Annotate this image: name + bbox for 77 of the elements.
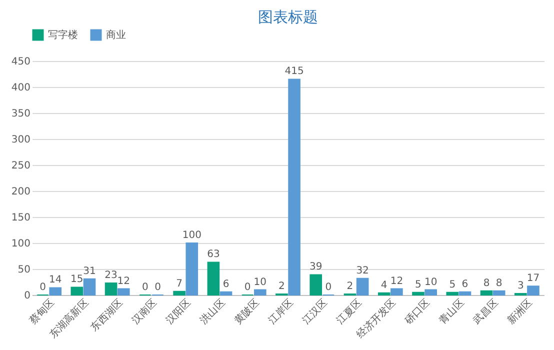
data-label: 31 (83, 266, 96, 277)
data-label: 415 (284, 66, 304, 78)
data-label: 0 (325, 282, 332, 293)
y-tick-label: 150 (11, 212, 30, 224)
y-tick-label: 200 (11, 186, 30, 198)
data-label: 0 (40, 282, 46, 293)
y-tick-label: 100 (11, 238, 30, 250)
data-label: 4 (380, 280, 388, 291)
bar (117, 288, 130, 296)
y-tick-label: 50 (18, 264, 30, 276)
x-tick-label: 汉南区 (130, 296, 160, 326)
data-label: 63 (207, 249, 220, 260)
bar (70, 286, 84, 296)
x-tick-label: 汉阳区 (164, 296, 194, 326)
data-label: 14 (48, 274, 62, 286)
bar (310, 274, 322, 296)
bar (412, 292, 424, 296)
data-label: 5 (415, 279, 422, 290)
x-tick-label: 江岸区 (266, 296, 296, 326)
bar (104, 282, 118, 296)
x-tick-label: 江夏区 (334, 296, 364, 326)
bar (527, 286, 540, 296)
bar (492, 290, 506, 296)
data-label: 6 (462, 278, 468, 290)
x-tick-label: 东西湖区 (88, 296, 126, 334)
y-tick-label: 300 (11, 134, 30, 146)
data-label: 100 (182, 230, 202, 241)
bar (207, 262, 220, 296)
bar (49, 287, 62, 296)
data-label: 15 (70, 274, 84, 286)
bar (390, 288, 403, 296)
data-label: 17 (526, 273, 540, 284)
x-tick-label: 硚口区 (402, 296, 432, 328)
data-label: 5 (449, 279, 456, 290)
chart-title: 图表标题 (258, 8, 318, 26)
data-label: 2 (346, 280, 354, 292)
y-tick-label: 450 (11, 56, 30, 68)
bar (480, 290, 493, 296)
bar (173, 290, 186, 296)
x-tick-label: 新洲区 (505, 296, 535, 326)
bar (458, 291, 472, 296)
x-tick-label: 青山区 (436, 296, 466, 326)
legend-label: 商业 (106, 29, 126, 41)
x-tick-label: 武昌区 (470, 296, 501, 326)
data-label: 10 (254, 276, 267, 288)
data-label: 10 (424, 276, 438, 288)
bar (424, 289, 437, 296)
legend-label: 写字楼 (48, 29, 78, 41)
bar (356, 278, 369, 296)
bar (186, 242, 198, 296)
bar (288, 78, 300, 296)
data-label: 3 (517, 280, 524, 292)
data-label: 2 (278, 280, 285, 292)
data-label: 32 (356, 265, 369, 276)
data-label: 12 (117, 276, 130, 287)
y-tick-label: 0 (24, 290, 30, 302)
data-label: 23 (104, 270, 118, 282)
data-label: 8 (483, 278, 490, 289)
x-tick-label: 黄陂区 (232, 296, 262, 326)
bar (220, 291, 232, 296)
x-tick-label: 洪山区 (198, 296, 228, 326)
bar (83, 278, 96, 296)
x-tick-label: 江汉区 (300, 296, 330, 326)
data-label: 0 (154, 282, 161, 293)
bar (446, 292, 459, 296)
data-label: 12 (390, 276, 404, 287)
y-tick-label: 400 (11, 82, 30, 94)
data-label: 0 (244, 282, 251, 293)
data-label: 8 (496, 278, 502, 289)
data-label: 39 (309, 262, 322, 273)
y-tick-label: 350 (11, 108, 30, 120)
data-label: 7 (176, 278, 182, 290)
bar (378, 292, 390, 296)
data-label: 6 (222, 278, 230, 290)
y-tick-label: 250 (11, 160, 30, 172)
bar (254, 289, 266, 296)
data-label: 0 (142, 282, 148, 293)
